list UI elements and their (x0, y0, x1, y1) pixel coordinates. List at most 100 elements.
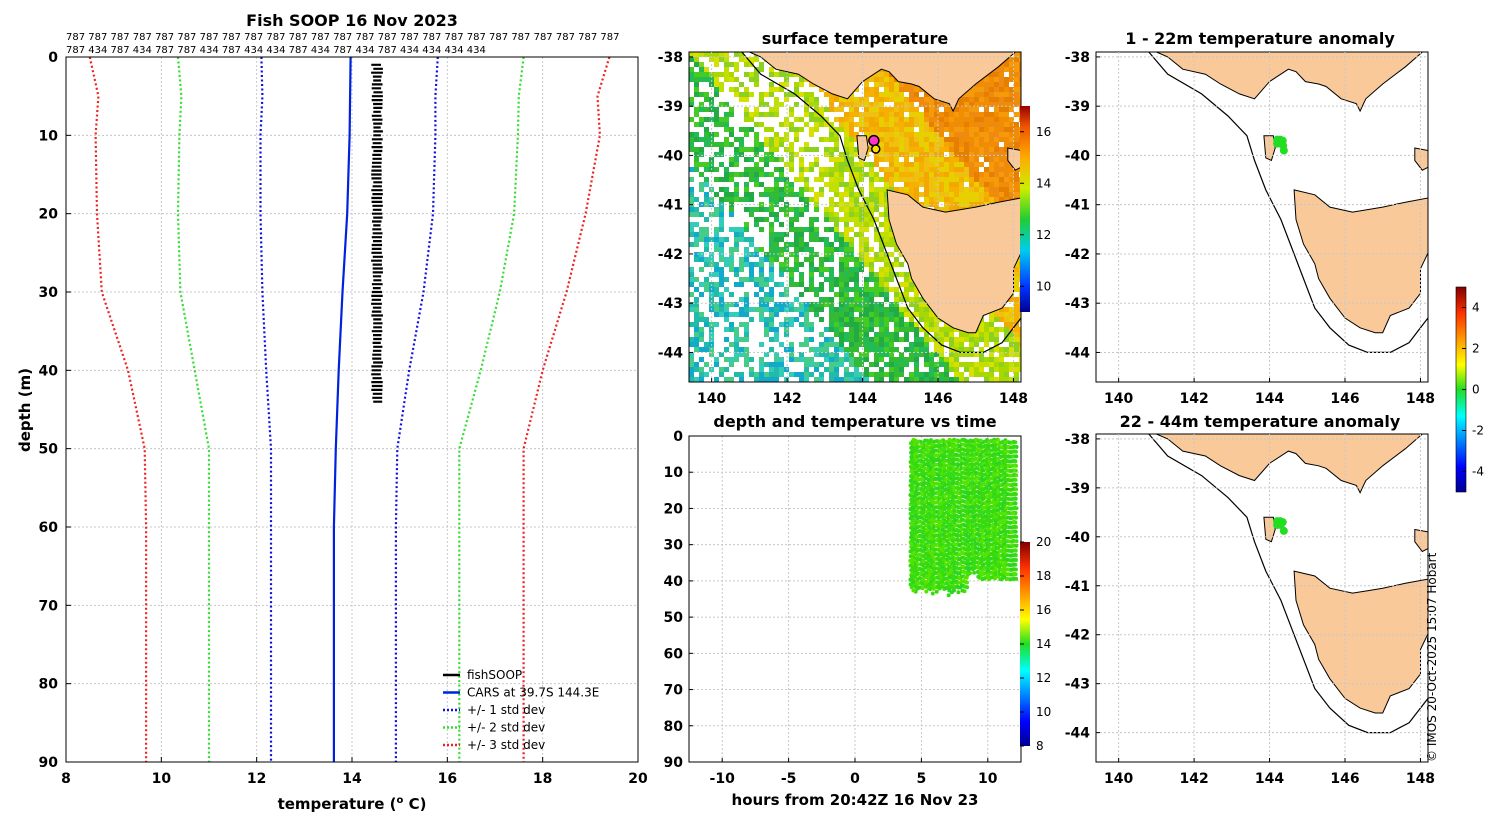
profile-y-tick-label: 90 (39, 755, 59, 771)
profile-x-ticks: 8 10 12 14 16 18 20 (61, 757, 648, 787)
depth-time-y-tick-label: 0 (673, 429, 683, 445)
map-y-tick-label: -40 (1065, 148, 1091, 164)
anomaly-top-ticks: 140 142 144 146 148 -38 -39 -40 -41 -42 -43 -44 (1065, 50, 1435, 407)
map-x-tick-label: 146 (1330, 391, 1359, 407)
map-x-tick-label: 148 (1406, 391, 1435, 407)
map-y-tick-label: -42 (1065, 628, 1090, 644)
sst-colorbar (1020, 106, 1030, 312)
map-y-tick-label: -43 (658, 296, 683, 312)
sst-pixels (874, 52, 1021, 232)
depth-time-title: depth and temperature vs time (713, 412, 996, 431)
depth-time-x-label: hours from 20:42Z 16 Nov 23 (732, 791, 979, 809)
map-y-tick-label: -39 (658, 99, 683, 115)
depth-time-colorbar-tick-label: 8 (1036, 739, 1044, 753)
map-y-tick-label: -38 (1065, 432, 1090, 448)
profile-y-tick-label: 50 (39, 442, 59, 458)
anomaly-mainland (1156, 52, 1428, 113)
legend-label: +/- 3 std dev (467, 738, 545, 752)
legend-label: CARS at 39.7S 144.3E (467, 686, 599, 700)
sst-map-title: surface temperature (762, 29, 949, 48)
map-y-tick-label: -44 (1065, 726, 1091, 742)
sst-pixels (689, 192, 859, 382)
sst-pixels (694, 52, 1021, 382)
profile-panel: Fish SOOP 16 Nov 2023 787 787 787 787 78… (16, 11, 648, 813)
depth-time-colorbar (1020, 542, 1030, 746)
depth-time-ticks: -10 -5 0 5 10 0 10 20 30 40 50 60 70 80 90 (664, 429, 998, 787)
anomaly-shelf-contour (1148, 434, 1428, 734)
std-line-lower (259, 57, 273, 762)
profile-x-tick-label: 16 (438, 771, 457, 787)
profile-x-tick-label: 18 (533, 771, 552, 787)
anomaly-colorbar-tick-label: 4 (1472, 301, 1480, 315)
legend-label: fishSOOP (467, 668, 522, 682)
profile-y-tick-label: 60 (39, 520, 59, 536)
profile-grid (66, 57, 638, 762)
cars-mean-line (332, 57, 352, 762)
depth-time-colorbar-tick-label: 20 (1036, 535, 1051, 549)
profile-y-tick-label: 40 (39, 363, 59, 379)
profile-x-label: temperature (o C) (278, 795, 427, 813)
depth-time-x-tick-label: 10 (978, 771, 998, 787)
anomaly-bottom-panel: 22 - 44m temperature anomaly 140 142 144 14… (1065, 412, 1435, 787)
profile-x-tick-label: 12 (247, 771, 266, 787)
profile-y-tick-label: 80 (39, 677, 59, 693)
sst-colorbar-tick-label: 14 (1036, 176, 1051, 190)
map-y-tick-label: -40 (1065, 530, 1091, 546)
anomaly-bottom-ticks: 140 142 144 146 148 -38 -39 -40 -41 -42 -43 -44 (1065, 432, 1435, 787)
legend-label: +/- 2 std dev (467, 721, 545, 735)
map-y-tick-label: -40 (658, 148, 684, 164)
profile-x-tick-label: 20 (628, 771, 648, 787)
sst-pixels (689, 167, 864, 382)
anomaly-top-map (1148, 52, 1428, 353)
std-line-lower (88, 57, 148, 762)
anomaly-bottom-title: 22 - 44m temperature anomaly (1120, 412, 1401, 431)
map-x-tick-label: 140 (1104, 391, 1133, 407)
sst-profile-location-marker (868, 134, 880, 147)
map-x-tick-label: 148 (999, 391, 1028, 407)
std-line-upper (522, 57, 611, 762)
profile-legend: fishSOOP CARS at 39.7S 144.3E +/- 1 std de… (443, 668, 599, 752)
depth-time-x-tick-label: 0 (850, 771, 860, 787)
map-x-tick-label: 144 (1255, 771, 1284, 787)
map-x-tick-label: 142 (772, 391, 801, 407)
depth-time-colorbar-tick-label: 12 (1036, 671, 1051, 685)
map-y-tick-label: -42 (1065, 247, 1090, 263)
map-y-tick-label: -43 (1065, 296, 1090, 312)
depth-time-panel: depth and temperature vs time -10 -5 0 5 10 0… (664, 412, 1052, 809)
map-x-tick-label: 148 (1406, 771, 1435, 787)
sst-mainland (749, 52, 1021, 113)
sst-map-ticks: 140 142 144 146 148 -38 -39 -40 -41 -42 -43 -44 (658, 50, 1028, 407)
profile-count-row2: 787 434 787 434 787 787 434 787 434 434 … (66, 45, 486, 56)
map-y-tick-label: -41 (1065, 579, 1090, 595)
depth-time-colorbar-ticks: 8 10 12 14 16 18 20 (1020, 535, 1051, 753)
anomaly-colorbar-tick-label: -2 (1472, 424, 1484, 438)
profile-y-tick-label: 30 (39, 285, 59, 301)
sst-pixels (699, 52, 1019, 382)
map-y-tick-label: -38 (1065, 50, 1090, 66)
anomaly-shelf-contour (1148, 52, 1428, 353)
depth-time-colorbar-tick-label: 16 (1036, 603, 1051, 617)
map-y-tick-label: -41 (1065, 198, 1090, 214)
map-x-tick-label: 144 (848, 391, 877, 407)
profile-y-label: depth (m) (16, 368, 34, 452)
map-x-tick-label: 142 (1179, 391, 1208, 407)
sst-vessel-marker (871, 144, 881, 154)
anomaly-tasmania (1293, 570, 1428, 714)
depth-time-scatter (908, 437, 1019, 598)
sst-pixels (784, 52, 1021, 337)
map-x-tick-label: 140 (697, 391, 726, 407)
anomaly-flinders-island (1414, 147, 1428, 171)
map-y-tick-label: -43 (1065, 677, 1090, 693)
anomaly-colorbar-tick-label: 0 (1472, 383, 1480, 397)
sst-field (689, 52, 1021, 382)
map-x-tick-label: 142 (1179, 771, 1208, 787)
map-x-tick-label: 144 (1255, 391, 1284, 407)
anomaly-bottom-frame (1095, 433, 1429, 763)
map-y-tick-label: -39 (1065, 99, 1090, 115)
anomaly-mainland (1156, 434, 1428, 494)
std-line-lower (176, 57, 211, 762)
profile-y-tick-label: 0 (48, 50, 58, 66)
map-y-tick-label: -42 (658, 247, 683, 263)
